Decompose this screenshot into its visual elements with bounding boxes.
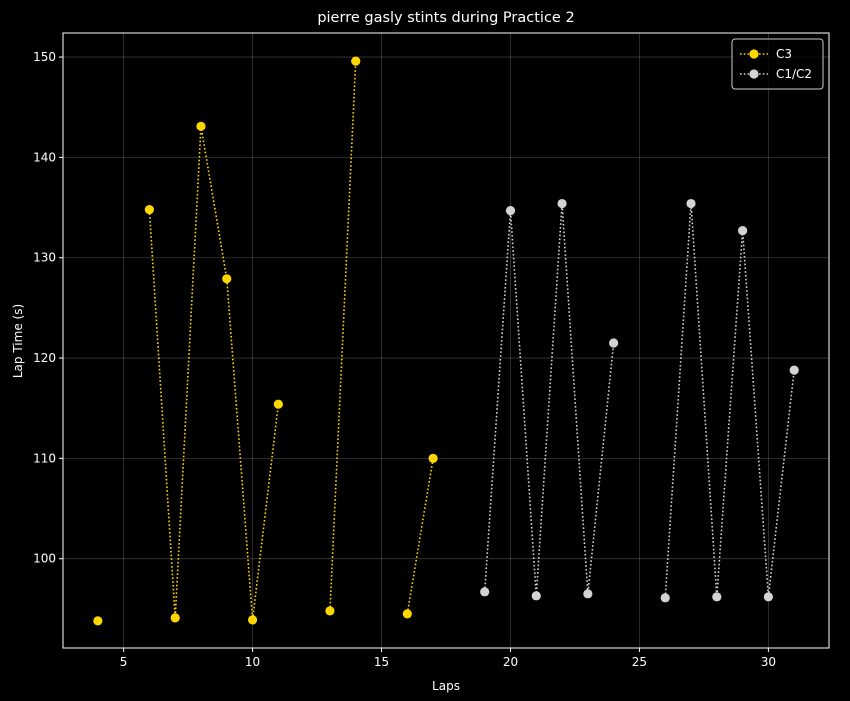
y-tick-label: 140 <box>33 150 56 164</box>
data-point <box>686 198 696 209</box>
legend-marker <box>749 69 759 79</box>
legend: C3 C1/C2 <box>731 38 824 90</box>
data-point <box>428 453 438 463</box>
data-point <box>763 592 773 602</box>
x-tick-label: 30 <box>761 655 776 669</box>
x-tick-label: 20 <box>503 655 518 669</box>
y-tick-label: 100 <box>33 552 56 566</box>
data-point <box>222 274 232 284</box>
data-point <box>712 592 722 602</box>
series-1 <box>480 198 799 603</box>
series-0 <box>93 56 438 626</box>
data-point <box>660 593 670 603</box>
ticks: 5 10 15 20 25 30 100 110 120 130 140 150 <box>33 50 776 669</box>
x-tick-label: 10 <box>245 655 260 669</box>
data-point <box>170 613 180 623</box>
y-tick-label: 130 <box>33 251 56 265</box>
data-point <box>196 121 206 131</box>
data-point <box>609 338 619 348</box>
data-point <box>505 205 516 216</box>
data-point <box>583 589 593 599</box>
data-point <box>247 615 258 625</box>
y-tick-label: 120 <box>33 351 56 365</box>
legend-label: C1/C2 <box>776 67 812 81</box>
x-axis-label: Laps <box>432 679 460 693</box>
data-point <box>273 399 283 409</box>
legend-marker <box>749 49 759 59</box>
data-point <box>737 226 748 236</box>
y-tick-label: 110 <box>33 451 56 465</box>
data-point <box>93 616 103 626</box>
y-tick-label: 150 <box>33 50 56 64</box>
x-tick-label: 25 <box>632 655 647 669</box>
grid <box>63 33 829 648</box>
chart-title: pierre gasly stints during Practice 2 <box>317 10 574 26</box>
series-line <box>664 203 795 598</box>
legend-label: C3 <box>776 47 792 61</box>
series-layer <box>93 56 799 626</box>
data-point <box>557 198 567 209</box>
y-axis-label: Lap Time (s) <box>11 304 25 378</box>
plot-frame <box>62 32 830 649</box>
data-point <box>480 587 490 597</box>
data-point <box>351 56 361 66</box>
data-point <box>402 609 412 619</box>
data-point <box>531 591 541 601</box>
x-tick-label: 5 <box>120 655 128 669</box>
x-tick-label: 15 <box>374 655 389 669</box>
data-point <box>325 606 335 616</box>
series-line <box>329 61 357 611</box>
data-point <box>789 365 799 375</box>
data-point <box>144 204 155 215</box>
